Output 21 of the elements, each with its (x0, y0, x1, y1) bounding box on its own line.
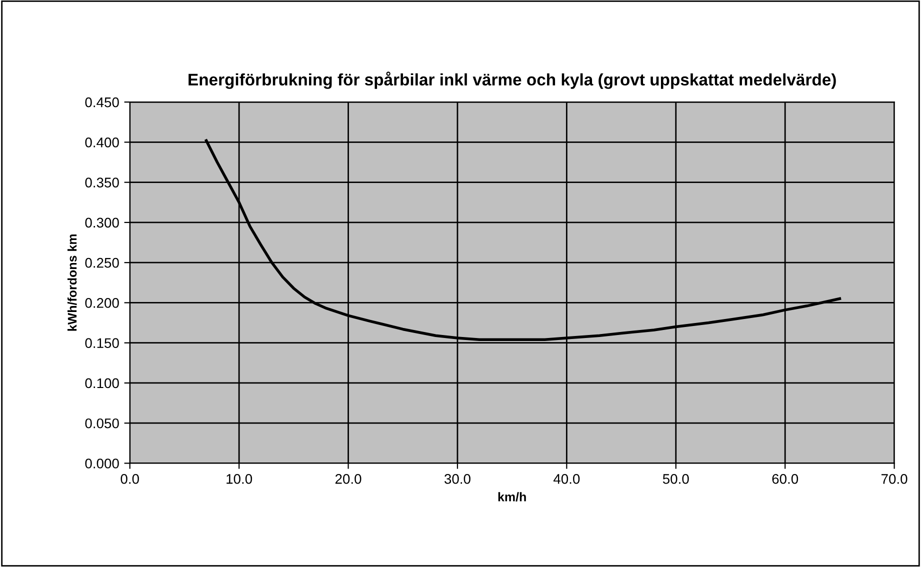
y-tick-label: 0.050 (85, 418, 119, 428)
x-tick-label: 40.0 (553, 474, 580, 484)
x-tick-label: 0.0 (120, 474, 139, 484)
x-tick-label: 30.0 (444, 474, 470, 484)
y-tick-label: 0.250 (85, 258, 119, 268)
y-tick-label: 0.300 (85, 218, 119, 228)
y-tick-label: 0.200 (85, 298, 119, 308)
y-tick-label: 0.100 (85, 378, 119, 388)
chart-title: Energiförbrukning för spårbilar inkl värme och kyla (grovt uppskattat medelvärde) (188, 72, 836, 89)
x-tick-label: 20.0 (335, 474, 362, 484)
y-axis-title: kWh/fordons km (67, 234, 77, 331)
y-tick-label: 0.450 (85, 97, 119, 108)
x-tick-label: 50.0 (662, 474, 689, 484)
y-tick-label: 0.150 (85, 338, 119, 348)
x-tick-label: 60.0 (772, 474, 798, 484)
x-tick-label: 70.0 (881, 474, 908, 484)
y-tick-label: 0.350 (85, 178, 119, 188)
y-tick-label: 0.400 (85, 138, 119, 148)
x-tick-label: 10.0 (226, 474, 252, 484)
y-tick-label: 0.000 (85, 458, 119, 468)
x-axis-title: km/h (498, 492, 526, 502)
